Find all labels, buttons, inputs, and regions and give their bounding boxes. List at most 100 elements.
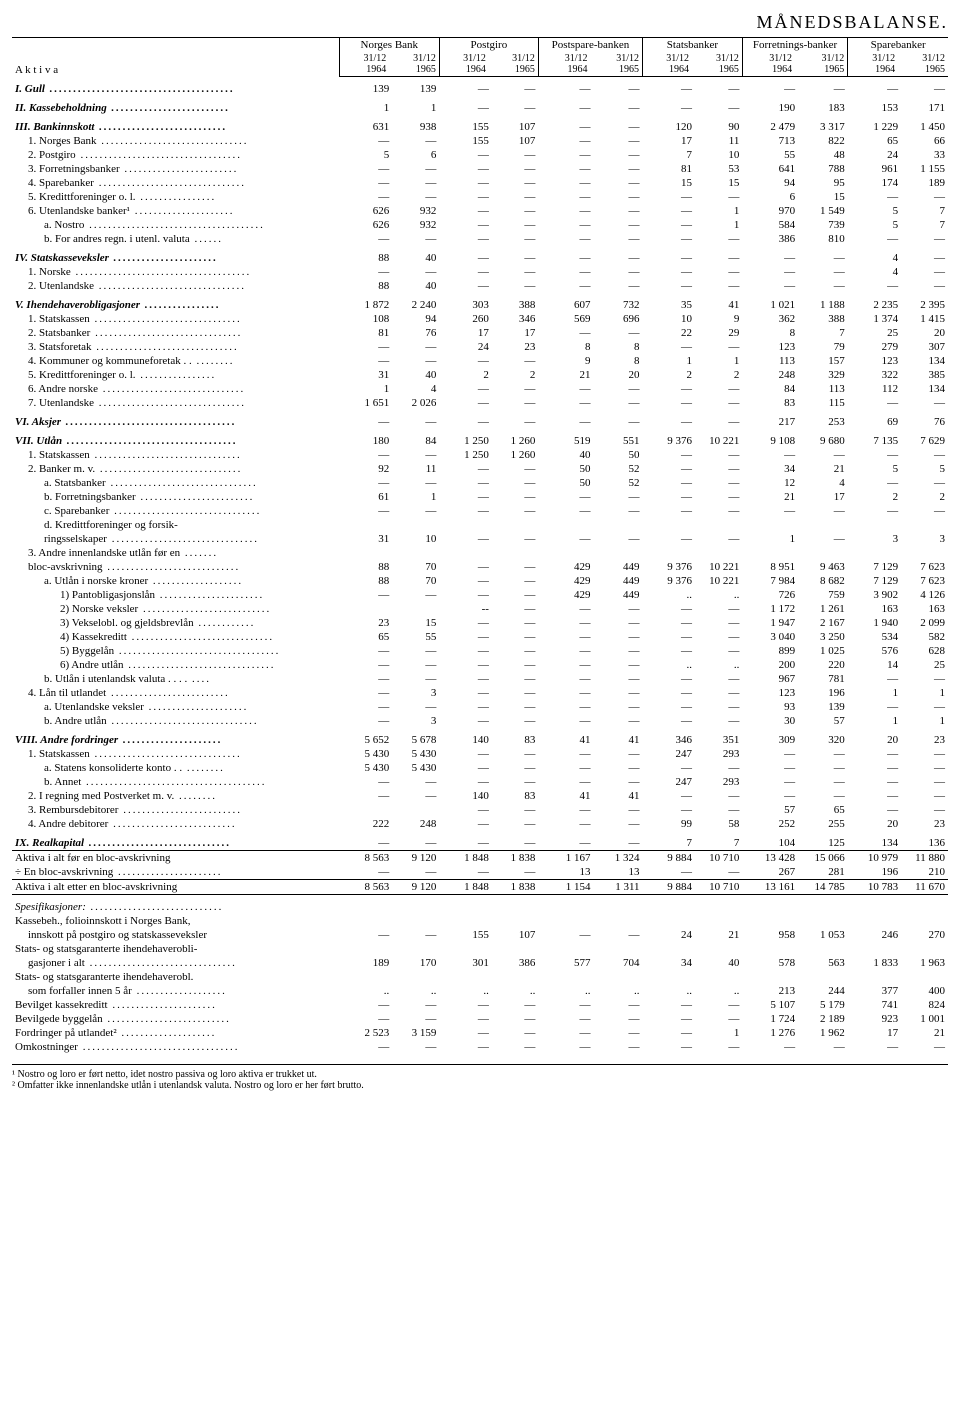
cell bbox=[742, 970, 795, 984]
cell: — bbox=[389, 162, 439, 176]
cell bbox=[898, 518, 948, 532]
cell: — bbox=[439, 1026, 489, 1040]
cell: 21 bbox=[742, 490, 795, 504]
cell: 76 bbox=[898, 410, 948, 429]
cell: 626 bbox=[339, 204, 389, 218]
cell: — bbox=[489, 265, 539, 279]
cell: — bbox=[692, 672, 742, 686]
cell: — bbox=[538, 831, 590, 851]
cell bbox=[898, 546, 948, 560]
cell: — bbox=[489, 77, 539, 97]
cell: 107 bbox=[489, 928, 539, 942]
cell bbox=[489, 518, 539, 532]
grp-postgiro: Postgiro bbox=[439, 38, 538, 53]
cell: — bbox=[590, 382, 642, 396]
row-label: II. Kassebeholdning ....................… bbox=[12, 96, 339, 115]
cell: 578 bbox=[742, 956, 795, 970]
cell: — bbox=[489, 148, 539, 162]
cell: 217 bbox=[742, 410, 795, 429]
cell: — bbox=[643, 279, 693, 293]
cell: — bbox=[489, 644, 539, 658]
cell: 69 bbox=[848, 410, 898, 429]
cell: — bbox=[643, 714, 693, 728]
cell: — bbox=[339, 476, 389, 490]
cell: — bbox=[898, 279, 948, 293]
cell: — bbox=[439, 1040, 489, 1054]
cell: — bbox=[898, 190, 948, 204]
cell: 2 523 bbox=[339, 1026, 389, 1040]
cell: — bbox=[590, 148, 642, 162]
cell: 17 bbox=[848, 1026, 898, 1040]
cell: — bbox=[339, 176, 389, 190]
cell: 739 bbox=[795, 218, 848, 232]
cell: — bbox=[590, 176, 642, 190]
cell: 958 bbox=[742, 928, 795, 942]
cell: — bbox=[389, 265, 439, 279]
cell bbox=[439, 914, 489, 928]
row-label: c. Sparebanker .........................… bbox=[12, 504, 339, 518]
cell: 33 bbox=[898, 148, 948, 162]
cell: 139 bbox=[389, 77, 439, 97]
cell: 88 bbox=[339, 279, 389, 293]
cell: — bbox=[590, 714, 642, 728]
cell: 7 bbox=[795, 326, 848, 340]
cell: — bbox=[692, 714, 742, 728]
cell: 20 bbox=[898, 326, 948, 340]
cell: — bbox=[489, 246, 539, 265]
cell: 961 bbox=[848, 162, 898, 176]
cell: 21 bbox=[692, 928, 742, 942]
cell: 5 430 bbox=[389, 747, 439, 761]
cell: 139 bbox=[339, 77, 389, 97]
cell: — bbox=[795, 775, 848, 789]
row-label: 3. Rembursdebitorer ....................… bbox=[12, 803, 339, 817]
cell: 5 bbox=[898, 462, 948, 476]
cell: 247 bbox=[643, 775, 693, 789]
cell: 9 376 bbox=[643, 560, 693, 574]
cell: 9 884 bbox=[643, 880, 693, 895]
cell: — bbox=[848, 232, 898, 246]
cell: 155 bbox=[439, 115, 489, 134]
cell: — bbox=[389, 134, 439, 148]
cell: 20 bbox=[590, 368, 642, 382]
cell: 1 167 bbox=[538, 851, 590, 866]
row-label: b. Forretningsbanker ...................… bbox=[12, 490, 339, 504]
cell bbox=[590, 518, 642, 532]
cell: — bbox=[643, 1012, 693, 1026]
row-label: Omkostninger ...........................… bbox=[12, 1040, 339, 1054]
cell: 386 bbox=[489, 956, 539, 970]
cell: — bbox=[389, 775, 439, 789]
cell: — bbox=[489, 232, 539, 246]
cell: 1 872 bbox=[339, 293, 389, 312]
cell: — bbox=[489, 831, 539, 851]
cell bbox=[692, 895, 742, 915]
cell: — bbox=[692, 1040, 742, 1054]
cell: 180 bbox=[339, 429, 389, 448]
row-label: 4. Kommuner og kommuneforetak . . ......… bbox=[12, 354, 339, 368]
cell: 824 bbox=[898, 998, 948, 1012]
cell bbox=[795, 518, 848, 532]
cell bbox=[795, 546, 848, 560]
cell: — bbox=[538, 218, 590, 232]
cell: 303 bbox=[439, 293, 489, 312]
cell: 1 833 bbox=[848, 956, 898, 970]
cell: 9 376 bbox=[643, 574, 693, 588]
cell bbox=[489, 895, 539, 915]
cell: 1 bbox=[389, 490, 439, 504]
cell: 7 629 bbox=[898, 429, 948, 448]
cell: 23 bbox=[898, 817, 948, 831]
cell: 41 bbox=[590, 728, 642, 747]
row-label: VIII. Andre fordringer .................… bbox=[12, 728, 339, 747]
cell: — bbox=[439, 998, 489, 1012]
cell: 17 bbox=[489, 326, 539, 340]
cell: 8 563 bbox=[339, 851, 389, 866]
cell: 2 167 bbox=[795, 616, 848, 630]
cell: — bbox=[389, 176, 439, 190]
cell: — bbox=[692, 532, 742, 546]
cell: 5 179 bbox=[795, 998, 848, 1012]
subcol: 31/121965 bbox=[692, 52, 742, 77]
cell: 155 bbox=[439, 134, 489, 148]
cell: — bbox=[898, 396, 948, 410]
cell: 81 bbox=[643, 162, 693, 176]
cell: — bbox=[643, 476, 693, 490]
cell: 631 bbox=[339, 115, 389, 134]
